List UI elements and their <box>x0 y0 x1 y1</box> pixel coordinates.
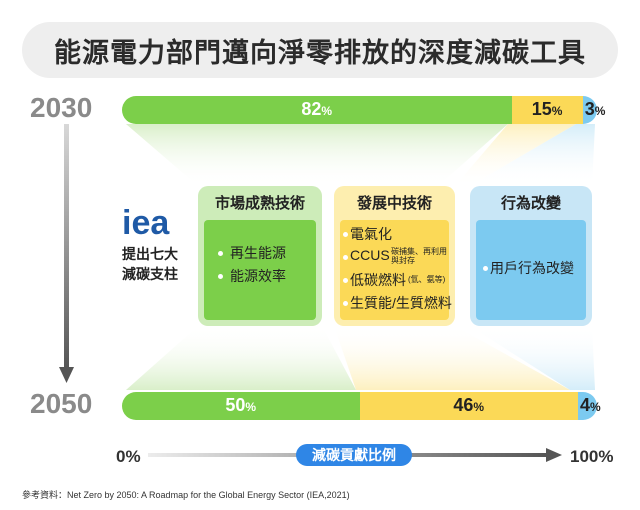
ccus-note: 碳捕集、再利用 與封存 <box>391 247 447 265</box>
title-banner: 能源電力部門邁向淨零排放的深度減碳工具 <box>22 22 618 78</box>
axis-title: 減碳貢獻比例 <box>296 444 412 466</box>
data-label-2050-developing: 46% <box>453 395 485 415</box>
iea-caption-line2: 減碳支柱 <box>122 266 178 282</box>
item-ccus: CCUS <box>350 247 390 263</box>
axis-max-label: 100% <box>570 447 614 466</box>
data-label-2030-mature: 82% <box>301 99 333 119</box>
iea-logo: iea <box>122 204 170 242</box>
bullet-dot <box>343 301 348 306</box>
bullet-dot <box>218 274 223 279</box>
item-behavior-change: 用戶行為改變 <box>490 260 574 276</box>
data-label-2030-behavior: 3% <box>584 99 606 119</box>
reference-note: 參考資料：Net Zero by 2050: A Roadmap for the… <box>22 490 350 500</box>
item-electrification: 電氣化 <box>350 226 392 242</box>
bar-segment-2030-mature: 82% <box>122 96 512 124</box>
category-panel-mature: 再生能源 能源效率 <box>204 220 316 320</box>
bar-segment-2050-behavior: 4% <box>578 392 601 420</box>
year-2030-label: 2030 <box>30 92 93 123</box>
bar-segment-2030-behavior: 3% <box>582 96 605 124</box>
data-label-2030-developing: 15% <box>531 99 563 119</box>
category-title-behavior: 行為改變 <box>500 195 561 212</box>
low-carbon-note: (氫、氨等) <box>408 275 446 284</box>
category-panel-behavior: 用戶行為改變 <box>476 220 586 320</box>
category-panel-developing: 電氣化 CCUS 碳捕集、再利用 與封存 低碳燃料 (氫、氨等) 生質能/生質燃… <box>340 220 452 320</box>
bullet-dot <box>343 255 348 260</box>
ccus-note-line2: 與封存 <box>391 256 415 265</box>
category-box-mature: 市場成熟技術 再生能源 能源效率 <box>198 186 322 326</box>
iea-caption: 提出七大 減碳支柱 <box>122 244 178 284</box>
data-label-2050-mature: 50% <box>225 395 257 415</box>
category-box-developing: 發展中技術 電氣化 CCUS 碳捕集、再利用 與封存 低碳燃料 (氫、氨等) 生… <box>334 186 455 326</box>
bar-segment-2050-developing: 46% <box>359 392 578 420</box>
bullet-dot <box>343 232 348 237</box>
axis-min-label: 0% <box>116 447 141 466</box>
bar-2050: 50% 46% 4% <box>122 392 601 420</box>
item-renewables: 再生能源 <box>230 245 286 261</box>
iea-caption-line1: 提出七大 <box>122 246 178 262</box>
bar-segment-2050-mature: 50% <box>122 392 360 420</box>
bar-segment-2030-developing: 15% <box>511 96 583 124</box>
bullet-dot <box>343 278 348 283</box>
data-label-2050-behavior: 4% <box>580 395 601 415</box>
item-bioenergy: 生質能/生質燃料 <box>350 295 452 311</box>
item-low-carbon-fuels: 低碳燃料 <box>350 272 406 288</box>
chart-title: 能源電力部門邁向淨零排放的深度減碳工具 <box>54 37 586 68</box>
bar-2030: 82% 15% 3% <box>122 96 605 124</box>
year-2050-label: 2050 <box>30 388 93 419</box>
bullet-dot <box>218 251 223 256</box>
item-efficiency: 能源效率 <box>230 268 286 284</box>
bullet-dot <box>483 266 488 271</box>
ccus-note-line1: 碳捕集、再利用 <box>391 247 447 256</box>
category-box-behavior: 行為改變 用戶行為改變 <box>470 186 592 326</box>
category-title-mature: 市場成熟技術 <box>214 195 305 212</box>
category-title-developing: 發展中技術 <box>356 195 432 212</box>
